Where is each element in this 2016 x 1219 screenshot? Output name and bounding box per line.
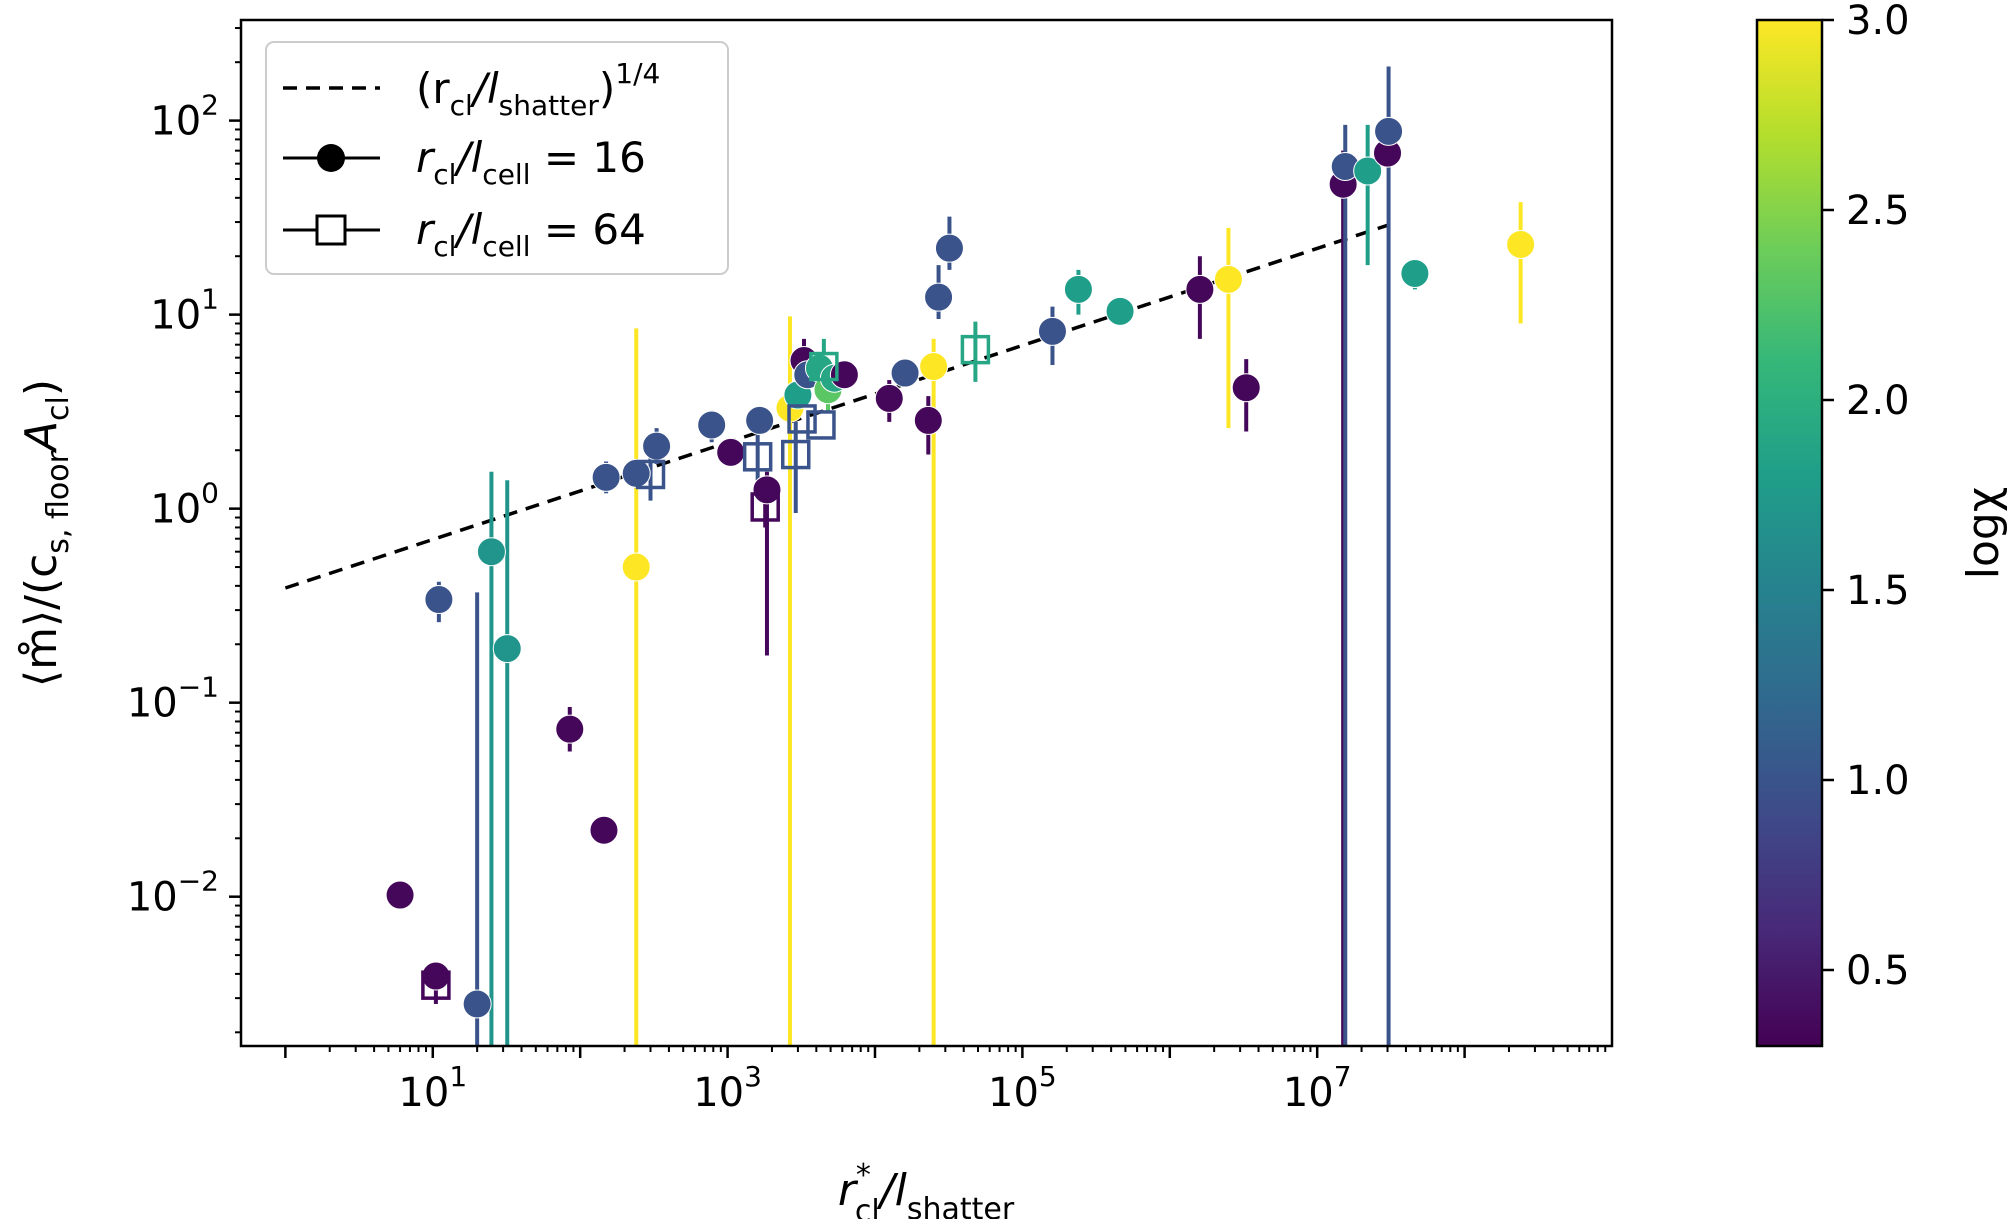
data-point-circle — [697, 410, 727, 440]
data-point-circle — [1231, 373, 1261, 403]
data-point-square — [750, 492, 780, 522]
y-label-part1: ⟨m̊⟩/(c — [16, 554, 67, 687]
x-axis-ticks: 101 103 105 107 — [284, 1046, 1607, 1116]
data-point-circle — [716, 437, 746, 467]
data-point-circle — [890, 358, 920, 388]
colorbar-ticks: 0.5 1.0 1.5 2.0 2.5 3.0 — [1822, 0, 1910, 994]
colorbar-tick-label: 3.0 — [1846, 0, 1910, 44]
data-point-circle — [555, 714, 585, 744]
data-point-circle — [1400, 258, 1430, 288]
x-label-sup: * — [856, 1158, 871, 1193]
colorbar-tick-label: 2.5 — [1846, 188, 1910, 234]
data-point-circle — [589, 815, 619, 845]
x-label-rest-sub: shatter — [907, 1192, 1015, 1219]
y-label-part3: ) — [16, 379, 67, 396]
y-tick-label: 10−1 — [127, 671, 219, 727]
y-label-part2: A — [16, 421, 67, 454]
data-point-circle — [621, 552, 651, 582]
data-point-circle — [745, 405, 775, 435]
data-markers — [385, 116, 1536, 1019]
x-tick-label: 105 — [988, 1060, 1057, 1116]
data-point-circle — [1037, 316, 1067, 346]
data-point-circle — [829, 360, 859, 390]
y-label-sub2: cl — [41, 396, 76, 421]
legend-open-square-icon — [315, 214, 347, 246]
plot-area — [284, 66, 1536, 1046]
colorbar-label: logχ — [1958, 487, 2009, 580]
legend-filled-circle-icon — [317, 144, 345, 172]
data-point-circle — [1063, 274, 1093, 304]
data-point-circle — [1105, 296, 1135, 326]
data-point-square — [787, 404, 817, 434]
x-tick-label: 103 — [693, 1060, 762, 1116]
y-axis-ticks: 10−2 10−1 100 101 102 — [127, 27, 241, 1034]
legend-entry-circle: rcl/lcell = 16 — [416, 133, 646, 191]
error-bars — [433, 66, 1523, 1046]
data-point-square — [780, 439, 811, 470]
y-tick-label: 100 — [150, 477, 219, 533]
data-point-circle — [919, 352, 949, 382]
colorbar-bar — [1755, 18, 1824, 1048]
x-label-rest: /l — [876, 1165, 908, 1216]
y-axis-label: ⟨m̊⟩/(cs, floorAcl) — [16, 379, 76, 687]
data-point-circle — [924, 282, 954, 312]
data-point-square — [421, 970, 451, 1000]
data-point-circle — [462, 989, 492, 1019]
data-point-circle — [476, 537, 506, 567]
colorbar-tick-label: 1.5 — [1846, 568, 1910, 614]
x-label-sub: cl — [855, 1194, 880, 1219]
data-point-square — [742, 442, 773, 472]
legend: (rcl/lshatter)1/4 rcl/lcell = 16 rcl/lce… — [265, 41, 729, 275]
colorbar-tick-label: 2.0 — [1846, 378, 1910, 424]
data-point-circle — [492, 634, 522, 664]
colorbar-tick-label: 0.5 — [1846, 948, 1910, 994]
colorbar-tick-label: 1.0 — [1846, 758, 1910, 804]
colorbar: 0.5 1.0 1.5 2.0 2.5 3.0 logχ — [1755, 0, 2009, 1048]
y-label-sub1: s, floor — [41, 450, 76, 553]
data-point-circle — [424, 585, 454, 615]
data-point-circle — [913, 405, 943, 435]
data-point-circle — [1185, 274, 1215, 304]
data-point-circle — [421, 961, 451, 991]
data-point-circle — [874, 383, 904, 413]
data-point-circle — [752, 475, 782, 505]
x-label-base: r — [838, 1165, 859, 1216]
data-point-circle — [1353, 156, 1383, 186]
data-point-circle — [591, 462, 621, 492]
legend-frame — [265, 41, 729, 275]
data-point-circle — [1506, 229, 1536, 259]
data-point-circle — [385, 880, 415, 910]
x-tick-label: 101 — [398, 1060, 467, 1116]
x-axis-label: r* cl/lshatter — [838, 1158, 1015, 1219]
data-point-circle — [1213, 264, 1243, 294]
legend-entry-reference: (rcl/lshatter)1/4 — [416, 57, 660, 122]
data-point-square — [960, 334, 991, 365]
data-point-circle — [934, 233, 964, 263]
x-tick-label: 107 — [1283, 1060, 1352, 1116]
y-tick-label: 10−2 — [127, 865, 219, 921]
plot-frame — [239, 18, 1614, 1048]
legend-entry-square: rcl/lcell = 64 — [416, 205, 646, 263]
data-point-square — [809, 351, 839, 382]
data-point-circle — [1374, 116, 1404, 146]
data-point-square — [635, 459, 666, 490]
y-tick-label: 102 — [150, 89, 219, 145]
data-point-square — [806, 410, 836, 440]
data-point-circle — [642, 431, 672, 461]
y-tick-label: 101 — [150, 283, 219, 339]
